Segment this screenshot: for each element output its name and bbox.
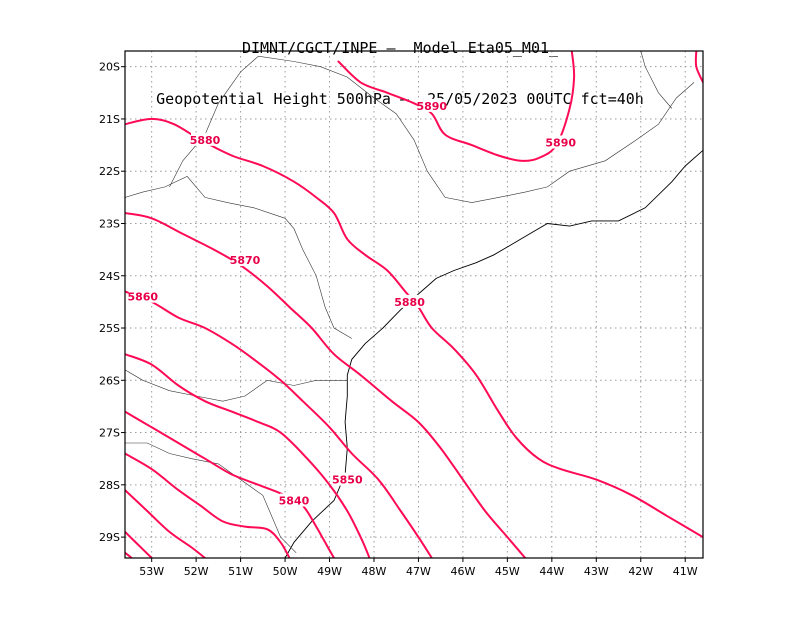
lat-tick-label: 23S bbox=[99, 217, 120, 230]
contour-label-bg bbox=[191, 132, 220, 146]
lat-tick-label: 20S bbox=[99, 61, 120, 74]
lat-tick-label: 26S bbox=[99, 374, 120, 387]
contour-label-bg bbox=[231, 253, 260, 267]
contour-line bbox=[125, 353, 371, 558]
contour-label-bg bbox=[546, 135, 575, 149]
contour-label-bg bbox=[279, 493, 308, 507]
contour-label: 5890 bbox=[416, 100, 447, 113]
contour-label: 5890 bbox=[545, 136, 576, 149]
lon-tick-label: 45W bbox=[495, 565, 520, 578]
contour-line bbox=[125, 551, 133, 558]
lon-tick-label: 47W bbox=[406, 565, 431, 578]
contour-label: 5880 bbox=[394, 296, 425, 309]
contour-line bbox=[125, 290, 433, 558]
lon-tick-label: 42W bbox=[628, 565, 653, 578]
axis-ticks: 53W 52W 51W 50W 49W 48W 47W 46W 45W 44W 43W 42W 41W 2… bbox=[99, 61, 698, 578]
lon-tick-label: 44W bbox=[539, 565, 564, 578]
height-contours bbox=[125, 51, 703, 558]
lon-tick-label: 52W bbox=[184, 565, 209, 578]
contour-label: 5870 bbox=[230, 254, 261, 267]
contour-label: 5860 bbox=[127, 291, 158, 304]
contour-line bbox=[125, 212, 527, 558]
graticule bbox=[125, 51, 703, 558]
geography bbox=[125, 51, 703, 558]
contour-line bbox=[125, 117, 703, 539]
contour-label-bg bbox=[395, 294, 424, 308]
lon-tick-label: 53W bbox=[139, 565, 164, 578]
lat-tick-label: 21S bbox=[99, 113, 120, 126]
title-line-2: Geopotential Height 500hPa – 25/05/2023 … bbox=[156, 90, 644, 108]
state-border bbox=[125, 442, 297, 554]
contour-label-bg bbox=[333, 472, 362, 486]
lon-tick-label: 49W bbox=[317, 565, 342, 578]
lon-tick-label: 43W bbox=[584, 565, 609, 578]
contour-line bbox=[125, 530, 153, 558]
lat-tick-label: 29S bbox=[99, 531, 120, 544]
lon-tick-label: 51W bbox=[228, 565, 253, 578]
lon-tick-label: 50W bbox=[273, 565, 298, 578]
lat-tick-label: 28S bbox=[99, 479, 120, 492]
lat-tick-label: 22S bbox=[99, 165, 120, 178]
contour-line bbox=[337, 51, 576, 162]
lon-tick-label: 46W bbox=[450, 565, 475, 578]
contour-label: 5880 bbox=[190, 134, 221, 147]
title-line-1: DIMNT/CGCT/INPE – Model Eta05_M01_ bbox=[241, 39, 559, 57]
lon-tick-label: 48W bbox=[362, 565, 387, 578]
contour-label-bg bbox=[417, 98, 446, 112]
lat-tick-label: 25S bbox=[99, 322, 120, 335]
contour-line bbox=[125, 489, 206, 558]
contour-label: 5840 bbox=[279, 495, 310, 508]
lat-tick-label: 27S bbox=[99, 427, 120, 440]
coastline bbox=[284, 149, 703, 558]
contour-label: 5850 bbox=[332, 474, 363, 487]
state-border bbox=[640, 51, 673, 109]
lon-tick-label: 41W bbox=[673, 565, 698, 578]
contour-labels: 5890 5890 5880 5880 5870 5860 5850 5840 bbox=[127, 98, 576, 508]
contour-line bbox=[125, 452, 291, 558]
state-border bbox=[125, 369, 348, 402]
lat-tick-label: 24S bbox=[99, 270, 120, 283]
state-border bbox=[125, 176, 352, 339]
state-border bbox=[169, 55, 695, 203]
contour-line bbox=[125, 410, 335, 558]
plot-frame bbox=[124, 50, 704, 559]
contour-line bbox=[694, 51, 703, 84]
contour-label-bg bbox=[128, 289, 157, 303]
map-title: DIMNT/CGCT/INPE – Model Eta05_M01_ Geopo… bbox=[0, 6, 800, 125]
